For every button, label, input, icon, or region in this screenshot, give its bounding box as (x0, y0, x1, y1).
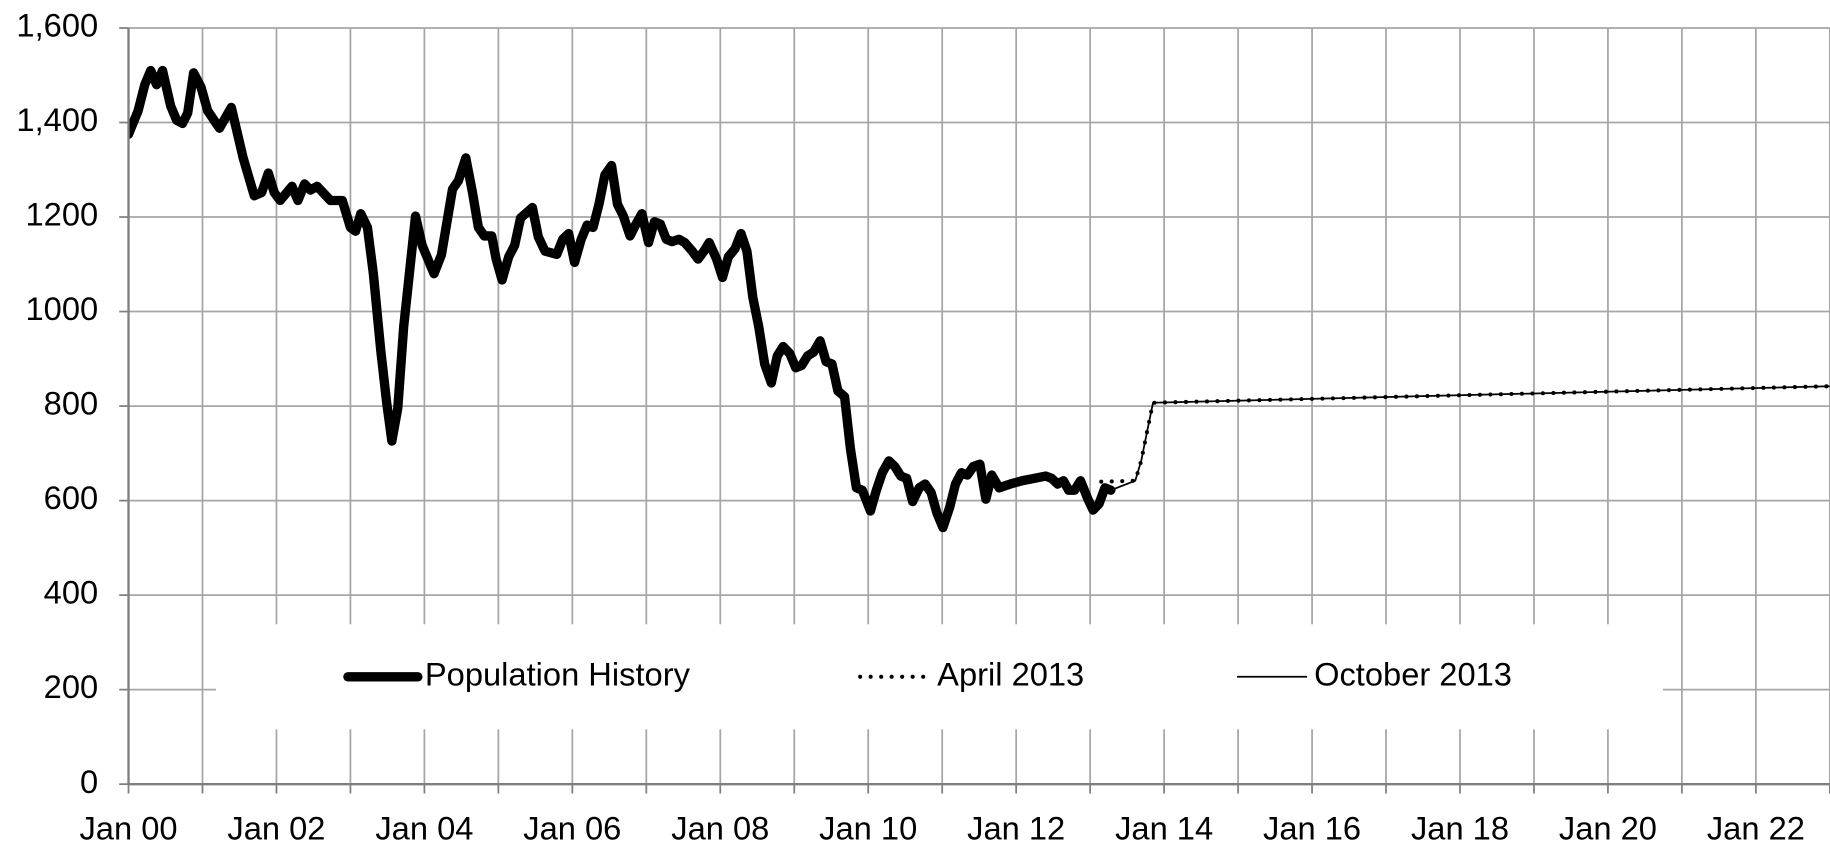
x-tick-label: Jan 18 (1411, 809, 1509, 846)
x-tick-label: Jan 10 (819, 809, 917, 846)
x-tick-label: Jan 20 (1559, 809, 1657, 846)
legend-label: Population History (425, 655, 691, 692)
series-line (1110, 385, 1830, 492)
x-tick-label: Jan 00 (79, 809, 177, 846)
x-tick-label: Jan 16 (1263, 809, 1361, 846)
x-tick-label: Jan 12 (967, 809, 1065, 846)
y-tick-label: 800 (44, 385, 98, 422)
y-tick-label: 600 (44, 479, 98, 516)
x-tick-label: Jan 08 (671, 809, 769, 846)
x-tick-label: Jan 02 (227, 809, 325, 846)
y-tick-label: 200 (44, 668, 98, 705)
legend-box (216, 624, 1663, 730)
y-tick-label: 1,600 (16, 7, 98, 44)
y-tick-label: 0 (80, 763, 98, 800)
legend-label: April 2013 (937, 655, 1084, 692)
x-tick-label: Jan 04 (375, 809, 473, 846)
x-tick-label: Jan 06 (523, 809, 621, 846)
y-tick-label: 1,400 (16, 101, 98, 138)
y-tick-label: 1200 (26, 196, 99, 233)
y-tick-label: 400 (44, 574, 98, 611)
legend-label: October 2013 (1314, 655, 1512, 692)
series-line (128, 65, 1116, 533)
x-tick-label: Jan 14 (1115, 809, 1213, 846)
x-tick-label: Jan 22 (1707, 809, 1805, 846)
y-tick-label: 1000 (26, 290, 99, 327)
